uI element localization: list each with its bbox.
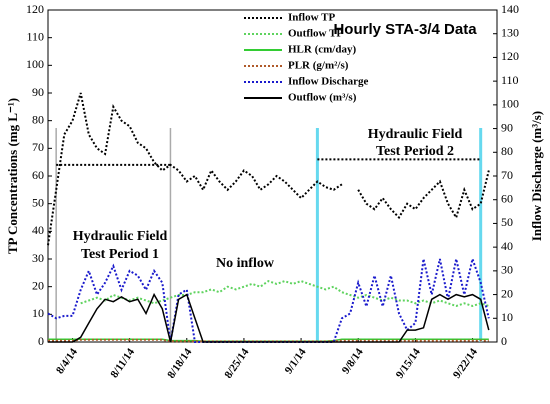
y-tick-label: 120 [26, 2, 44, 16]
series-line [47, 255, 490, 343]
y-tick-label: 20 [32, 278, 44, 292]
x-tick-label: 8/4/14 [54, 346, 80, 376]
x-tick-label: 9/15/14 [394, 346, 423, 381]
series-line [80, 279, 490, 308]
chart-title: Hourly STA-3/4 Data [333, 21, 477, 38]
x-tick-label: 9/1/14 [283, 346, 309, 376]
y2-tick-label: 140 [501, 2, 519, 16]
x-tick-label: 8/18/14 [165, 346, 194, 381]
annotation: Hydraulic Field [368, 127, 463, 142]
y2-tick-label: 60 [501, 191, 513, 205]
y2-tick-label: 80 [501, 144, 513, 158]
legend-label: Outflow TP [288, 28, 343, 40]
legend-label: Inflow TP [288, 12, 335, 24]
plot-frame [47, 9, 498, 343]
y-tick-label: 80 [32, 112, 44, 126]
annotation: Test Period 2 [376, 144, 454, 159]
y2-tick-label: 40 [501, 239, 513, 253]
y2-tick-label: 90 [501, 120, 513, 134]
y-tick-label: 70 [32, 140, 44, 154]
y2-tick-label: 50 [501, 215, 513, 229]
y2-tick-label: 10 [501, 310, 513, 324]
legend-label: HLR (cm/day) [288, 44, 356, 56]
annotation: Hydraulic Field [73, 229, 168, 244]
annotation: No inflow [216, 256, 275, 271]
y2-tick-label: 120 [501, 49, 519, 63]
x-tick-label: 9/8/14 [340, 346, 366, 376]
y2-tick-label: 20 [501, 286, 513, 300]
legend-label: Outflow (m³/s) [288, 92, 357, 104]
x-tick-label: 8/11/14 [108, 346, 137, 380]
x-tick-label: 9/22/14 [451, 346, 480, 381]
annotation: Test Period 1 [81, 247, 159, 262]
y2-tick-label: 70 [501, 168, 513, 182]
x-tick-label: 8/25/14 [222, 346, 251, 381]
y-axis-label: TP Concentrations (mg L⁻¹) [5, 98, 20, 254]
y-tick-label: 110 [26, 29, 44, 43]
legend-label: Inflow Discharge [288, 76, 368, 88]
y2-tick-label: 110 [501, 73, 519, 87]
series-line [48, 338, 489, 343]
y2-tick-label: 100 [501, 97, 519, 111]
y-tick-label: 50 [32, 195, 44, 209]
series-line [48, 292, 490, 343]
y2-tick-label: 30 [501, 263, 513, 277]
y-tick-label: 40 [32, 223, 44, 237]
y2-axis-label: Inflow Discharge (m³/s) [529, 111, 544, 241]
y-tick-label: 60 [32, 168, 44, 182]
y2-tick-label: 0 [501, 334, 507, 348]
series-line [47, 92, 490, 246]
y2-tick-label: 130 [501, 25, 519, 39]
y-tick-label: 90 [32, 85, 44, 99]
legend-label: PLR (g/m²/s) [288, 60, 349, 72]
y-tick-label: 100 [26, 57, 44, 71]
y-tick-label: 10 [32, 306, 44, 320]
y-tick-label: 30 [32, 251, 44, 265]
y-tick-label: 0 [38, 334, 44, 348]
